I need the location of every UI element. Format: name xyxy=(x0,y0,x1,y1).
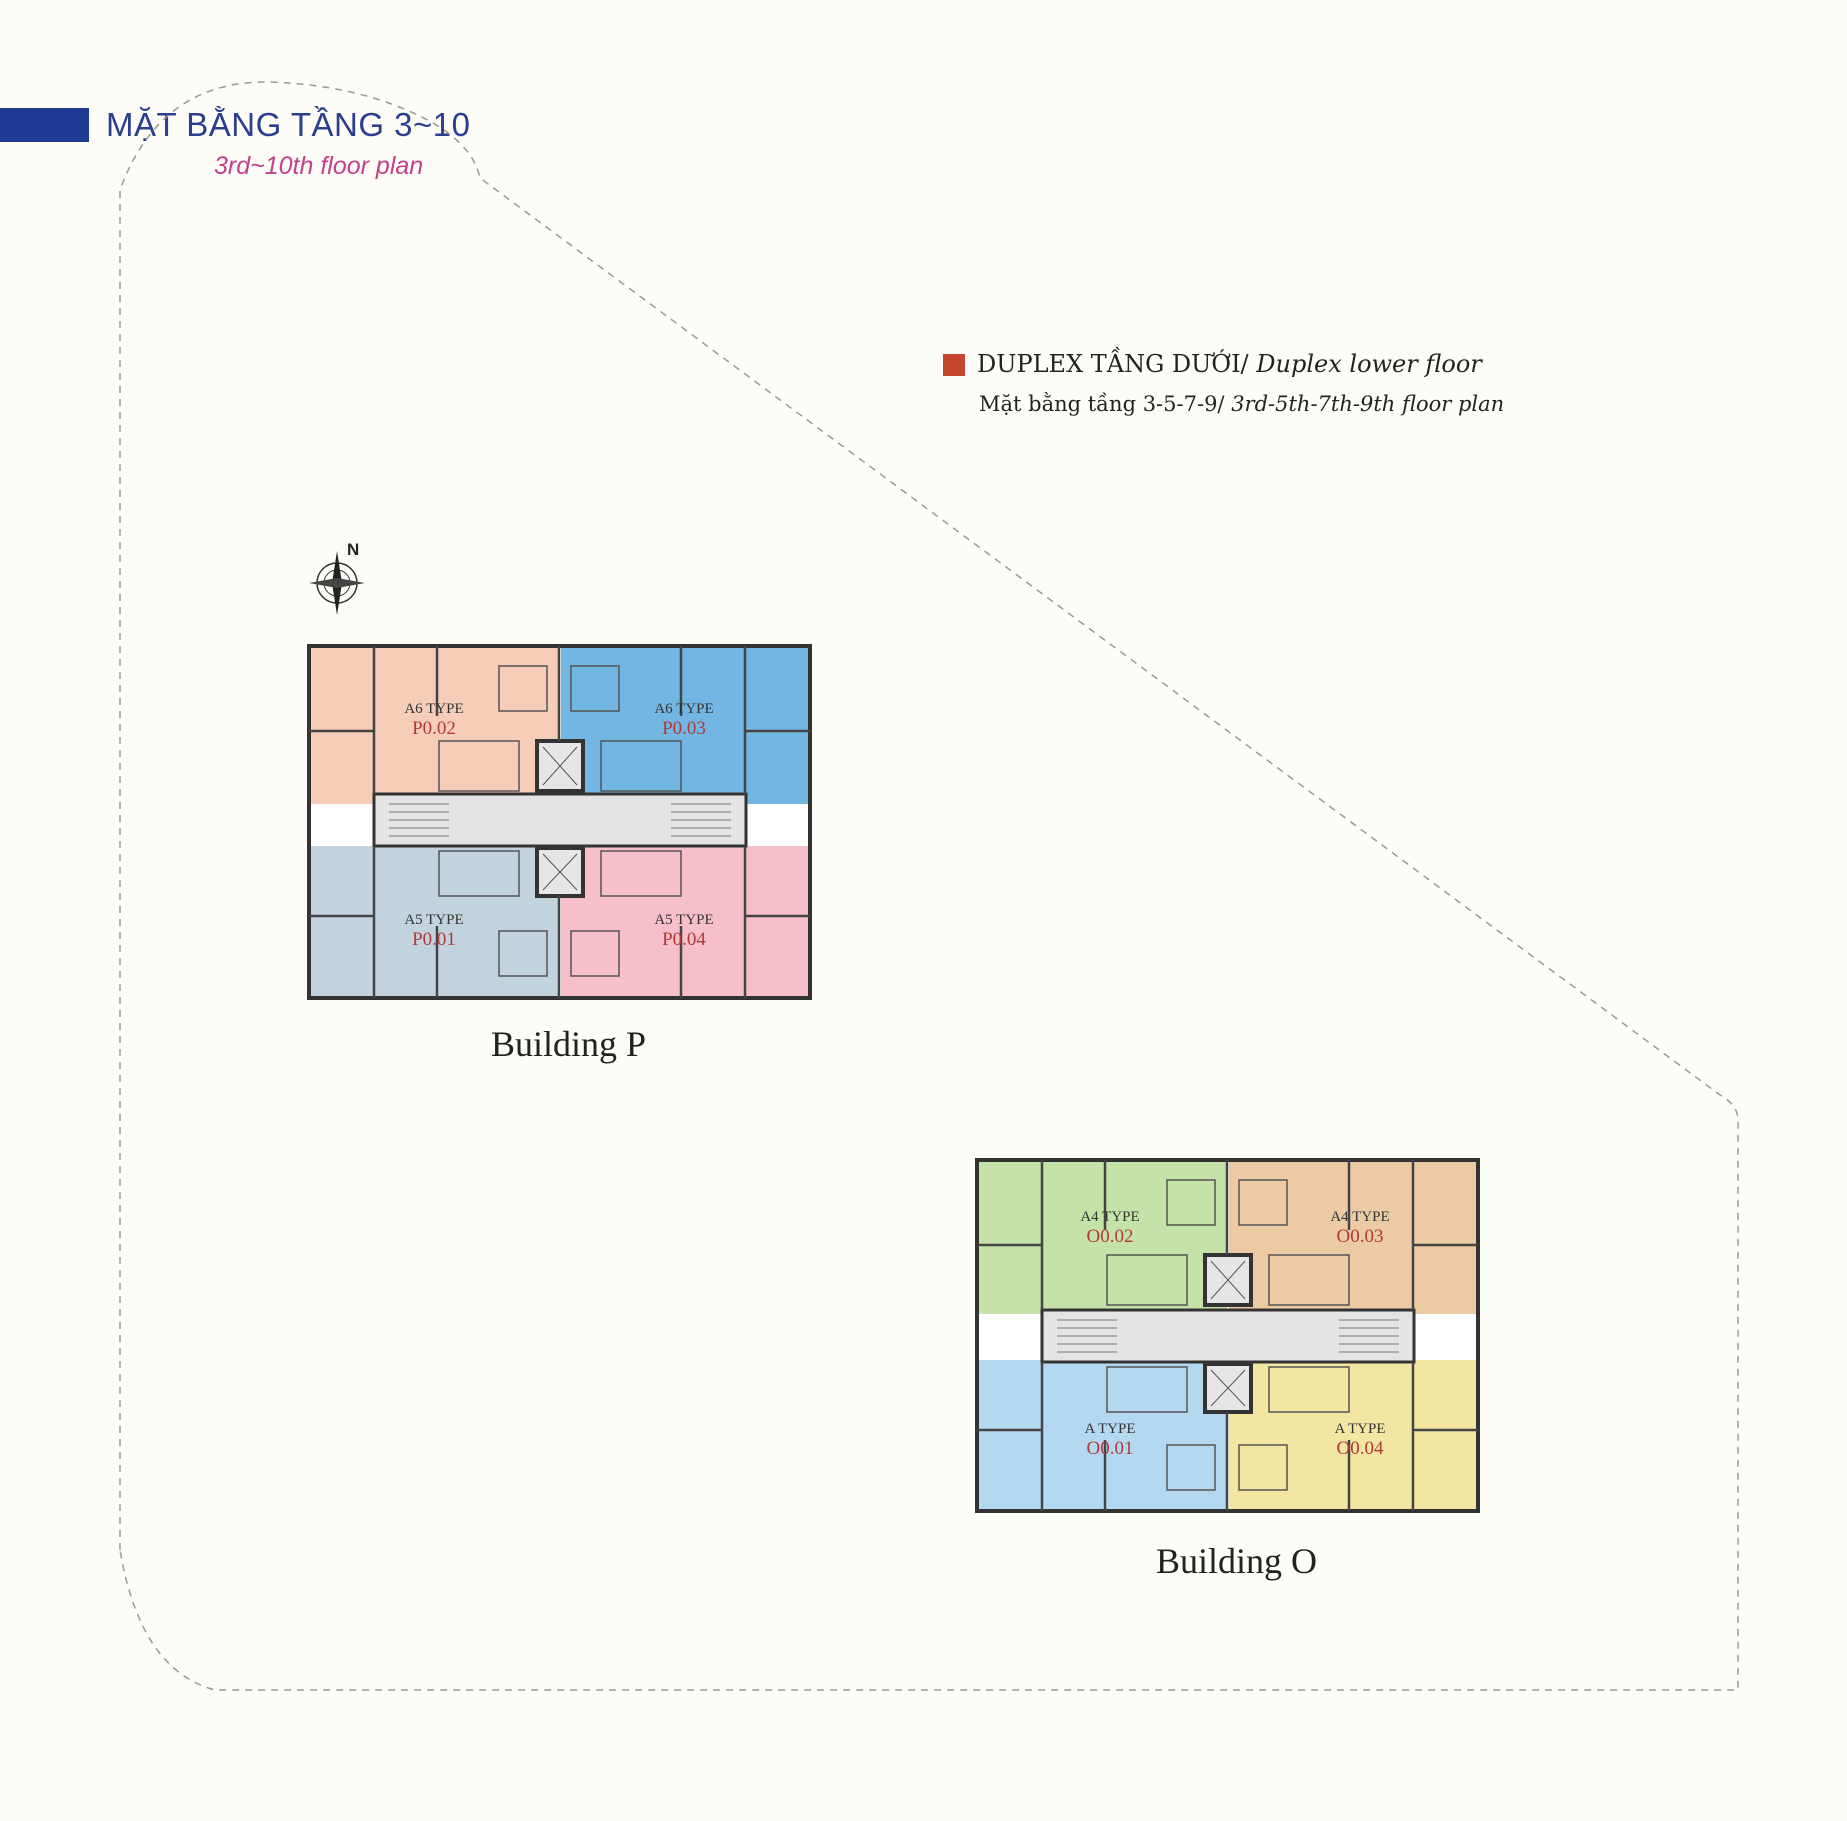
duplex-legend-swatch xyxy=(943,354,965,376)
unit-p-ne xyxy=(561,648,808,804)
unit-code-label: O0.02 xyxy=(1087,1226,1134,1247)
unit-type-label: A5 TYPE xyxy=(404,912,463,928)
unit-type-label: A5 TYPE xyxy=(654,912,713,928)
unit-code-label: P0.04 xyxy=(662,929,706,950)
unit-p-nw xyxy=(311,648,559,804)
page-subtitle: 3rd~10th floor plan xyxy=(214,152,424,180)
compass-icon: N xyxy=(309,540,365,615)
unit-code-label: O0.03 xyxy=(1337,1226,1384,1247)
legend-sub-vi: Mặt bằng tầng 3-5-7-9/ xyxy=(979,392,1225,416)
unit-code-label: P0.01 xyxy=(412,929,456,950)
building-o-label: Building O xyxy=(1156,1541,1318,1581)
unit-p-sw xyxy=(311,846,559,996)
unit-code-label: P0.02 xyxy=(412,718,456,739)
unit-type-label: A TYPE xyxy=(1085,1421,1136,1437)
building-p-plan: A6 TYPE P0.02 A6 TYPE P0.03 A5 TYPE P0.0… xyxy=(307,644,812,1000)
legend-sub-en: 3rd-5th-7th-9th floor plan xyxy=(1231,392,1505,416)
unit-code-label: O0.04 xyxy=(1337,1438,1384,1459)
unit-o-ne xyxy=(1229,1162,1476,1314)
building-p-label: Building P xyxy=(491,1024,647,1064)
duplex-legend-subtitle: Mặt bằng tầng 3-5-7-9/ 3rd-5th-7th-9th f… xyxy=(979,392,1504,416)
building-o-plan: A4 TYPE O0.02 A4 TYPE O0.03 A TYPE O0.01… xyxy=(975,1158,1480,1513)
title-accent-bar xyxy=(0,108,89,142)
unit-code-label: O0.01 xyxy=(1087,1438,1134,1459)
compass-north-label: N xyxy=(347,540,359,559)
duplex-legend-title: DUPLEX TẦNG DƯỚI/ Duplex lower floor xyxy=(977,350,1482,378)
unit-o-se xyxy=(1229,1360,1476,1509)
unit-type-label: A4 TYPE xyxy=(1330,1209,1389,1225)
unit-code-label: P0.03 xyxy=(662,718,706,739)
unit-type-label: A6 TYPE xyxy=(404,701,463,717)
page-title: MẶT BẰNG TẦNG 3~10 xyxy=(106,106,471,143)
unit-type-label: A TYPE xyxy=(1335,1421,1386,1437)
unit-type-label: A6 TYPE xyxy=(654,701,713,717)
legend-label-vi: DUPLEX TẦNG DƯỚI/ xyxy=(977,350,1249,378)
site-boundary xyxy=(119,81,1739,1691)
unit-o-nw xyxy=(979,1162,1227,1314)
unit-o-sw xyxy=(979,1360,1227,1509)
unit-p-se xyxy=(561,846,808,996)
legend-label-en: Duplex lower floor xyxy=(1256,350,1482,378)
unit-type-label: A4 TYPE xyxy=(1080,1209,1139,1225)
